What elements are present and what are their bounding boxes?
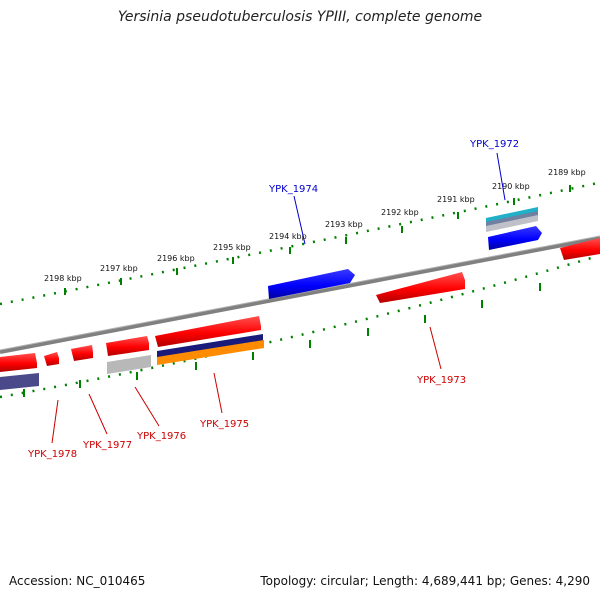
- map-title: Yersinia pseudotuberculosis YPIII, compl…: [117, 9, 483, 25]
- gene-ypk-1972-stack[interactable]: [486, 207, 538, 232]
- gene-label-ypk-1973[interactable]: YPK_1973: [416, 375, 466, 386]
- gene-arrow-reverse: [44, 352, 59, 366]
- kbp-label-2197: 2197 kbp: [100, 264, 138, 273]
- kbp-scale-labels: 2189 kbp 2190 kbp 2191 kbp 2192 kbp 2193…: [44, 168, 586, 283]
- feature-navy: [157, 334, 263, 359]
- feature-slate: [0, 373, 39, 390]
- gene-arrow-reverse: [376, 272, 465, 303]
- gene-label-ypk-1976[interactable]: YPK_1976: [136, 431, 186, 442]
- leader-ypk-1974: [293, 195, 306, 245]
- gene-label-ypk-1975[interactable]: YPK_1975: [199, 419, 249, 430]
- label-leaders: [51, 152, 506, 444]
- forward-ruler-ticks: [64, 185, 571, 295]
- gene-arrow-reverse: [155, 316, 261, 347]
- kbp-label-2191: 2191 kbp: [437, 195, 475, 204]
- genome-summary-text: Topology: circular; Length: 4,689,441 bp…: [260, 574, 590, 588]
- gene-arrow-forward: [488, 226, 542, 250]
- gene-far-left[interactable]: [0, 353, 39, 390]
- leader-ypk-1972: [496, 152, 506, 201]
- kbp-label-2198: 2198 kbp: [44, 274, 82, 283]
- leader-ypk-1976: [134, 386, 160, 427]
- gene-arrow-reverse: [560, 238, 600, 260]
- reverse-ruler-ticks: [23, 283, 541, 397]
- gene-ypk-1976[interactable]: [106, 336, 151, 374]
- gene-label-ypk-1972[interactable]: YPK_1972: [469, 139, 519, 150]
- gene-ypk-1975[interactable]: [155, 316, 264, 365]
- gene-label-ypk-1974[interactable]: YPK_1974: [268, 184, 318, 195]
- kbp-label-2195: 2195 kbp: [213, 243, 251, 252]
- gene-ypk-1972-arrow[interactable]: [488, 226, 542, 250]
- kbp-label-2190: 2190 kbp: [492, 182, 530, 191]
- kbp-label-2192: 2192 kbp: [381, 208, 419, 217]
- kbp-label-2194: 2194 kbp: [269, 232, 307, 241]
- gene-arrow-reverse: [71, 345, 93, 361]
- gene-ypk-1974[interactable]: [268, 269, 355, 299]
- gene-ypk-1977[interactable]: [71, 345, 93, 361]
- gene-label-ypk-1977[interactable]: YPK_1977: [82, 440, 132, 451]
- gene-far-right[interactable]: [560, 238, 600, 260]
- gene-arrow-forward: [268, 269, 355, 299]
- gene-arrow-reverse: [106, 336, 149, 356]
- gene-label-ypk-1978[interactable]: YPK_1978: [27, 449, 77, 460]
- reverse-scale-ruler: [0, 254, 599, 399]
- gene-arrow-reverse: [0, 353, 37, 372]
- leader-ypk-1978: [51, 399, 59, 444]
- leader-ypk-1977: [88, 393, 108, 435]
- leader-ypk-1975: [213, 372, 223, 414]
- gene-ypk-1978[interactable]: [44, 352, 59, 366]
- accession-text: Accession: NC_010465: [9, 574, 146, 588]
- genome-backbone: [0, 236, 600, 354]
- kbp-label-2193: 2193 kbp: [325, 220, 363, 229]
- genome-backbone-highlight: [0, 235, 600, 351]
- gene-labels: YPK_1972 YPK_1974 YPK_1973 YPK_1975 YPK_…: [27, 139, 519, 460]
- feature-silver: [486, 215, 538, 232]
- leader-ypk-1973: [429, 326, 442, 370]
- feature-slate: [486, 211, 538, 227]
- kbp-label-2196: 2196 kbp: [157, 254, 195, 263]
- gene-ypk-1973[interactable]: [376, 272, 465, 303]
- kbp-label-2189: 2189 kbp: [548, 168, 586, 177]
- feature-silver: [107, 355, 151, 374]
- feature-orange: [157, 340, 264, 365]
